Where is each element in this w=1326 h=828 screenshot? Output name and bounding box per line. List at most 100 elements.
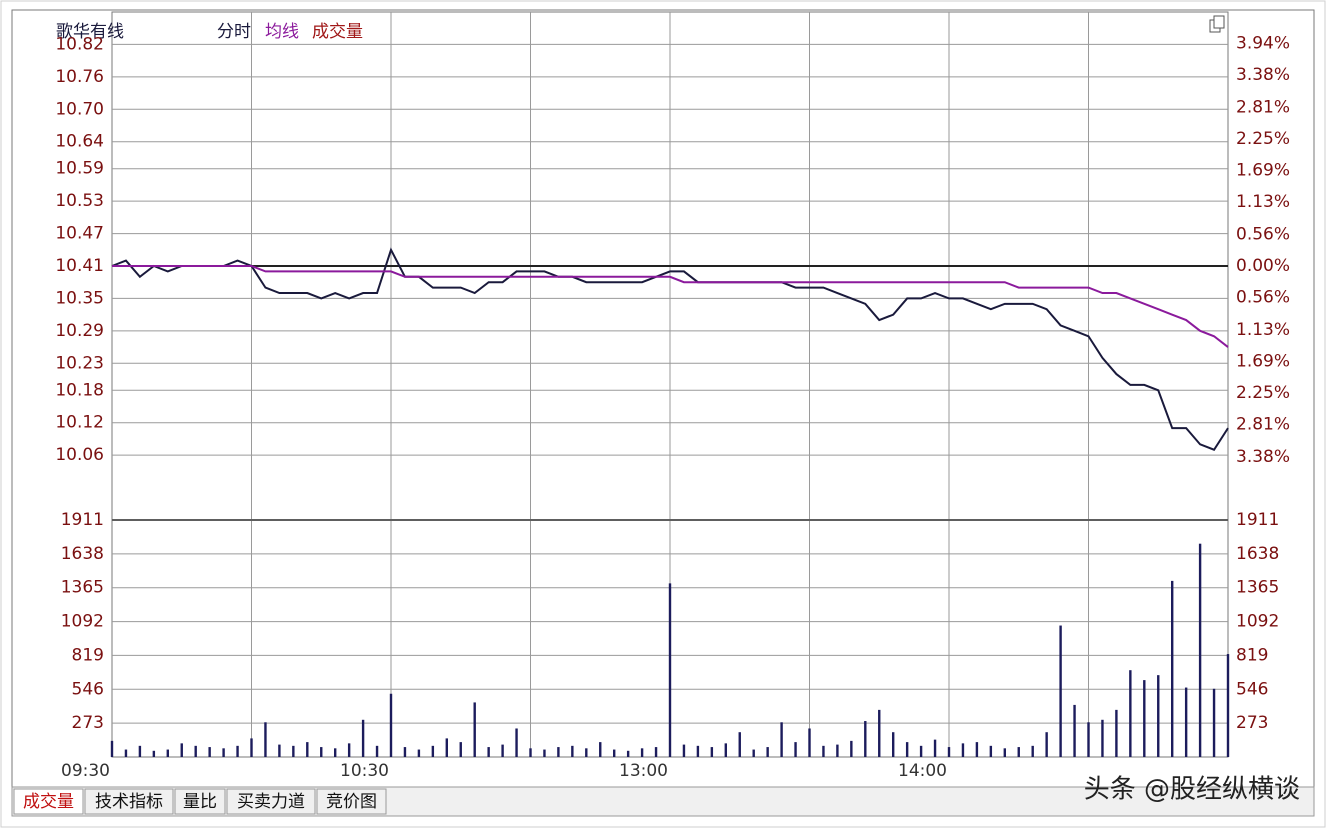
volume-bar [124,749,128,757]
volume-bar [1171,580,1174,757]
volume-bar [264,722,267,757]
volume-bar [278,744,281,757]
tab-label[interactable]: 成交量 [23,792,74,812]
volume-bar [166,749,169,757]
volume-bar [1059,625,1062,757]
volume-bar [292,745,295,757]
y-tick-label: 1365 [61,578,104,598]
volume-bar [808,728,811,757]
volume-bar [250,738,253,757]
tab[interactable] [13,788,84,815]
volume-bar [320,747,323,757]
y-tick-label: 10.41 [55,256,104,276]
volume-bar [1017,747,1020,757]
y2-tick-label: 546 [1236,679,1268,699]
stock-name: 歌华有线 [56,22,124,42]
volume-bar [152,750,156,757]
volume-bar [1143,680,1146,757]
tab-label[interactable]: 买卖力道 [237,792,305,812]
y2-tick-label: 3.38% [1236,65,1290,85]
volume-bar [892,732,895,757]
volume-bar [543,749,546,757]
y-tick-label: 10.47 [55,224,104,244]
volume-bar [138,745,142,757]
y-tick-label: 10.06 [55,445,104,465]
x-tick-label: 14:00 [898,761,947,781]
volume-bar [1184,687,1188,757]
y-tick-label: 10.53 [55,191,104,211]
y-tick-label: 10.23 [55,353,104,373]
volume-bar [975,742,979,757]
volume-bar [682,744,686,757]
volume-bar [445,738,448,757]
y2-tick-label: 1365 [1236,578,1279,598]
y-tick-label: 1638 [61,544,104,564]
volume-bar [473,702,476,757]
y-tick-label: 819 [72,645,104,665]
volume-bar [794,742,797,757]
y-tick-label: 10.35 [55,288,104,308]
y2-tick-label: 2.81% [1236,97,1290,117]
volume-bar [361,719,365,757]
y2-tick-label: 0.56% [1236,224,1290,244]
volume-bar [668,583,672,757]
volume-bar [766,747,769,757]
volume-bar [1115,709,1118,757]
volume-bar [487,747,490,757]
tab-label[interactable]: 量比 [183,792,217,812]
volume-bar [1157,675,1160,757]
volume-bar [905,742,909,757]
volume-bar [1101,719,1104,757]
tab[interactable] [84,788,174,815]
volume-bar [571,745,574,757]
y2-tick-label: 3.38% [1236,447,1290,467]
copy-icon[interactable] [1209,15,1225,33]
tab[interactable] [316,788,387,815]
y2-tick-label: 2.81% [1236,415,1290,435]
volume-bar [989,745,993,757]
volume-bar [459,742,462,757]
volume-bar [710,747,714,757]
volume-bar [738,732,741,757]
y2-tick-label: 819 [1236,645,1268,665]
y-tick-label: 1911 [61,510,104,530]
volume-bar [585,748,588,757]
legend-entry: 成交量 [312,22,363,42]
volume-bar [306,742,309,757]
volume-bar [1031,745,1034,757]
volume-bar [417,749,421,757]
volume-bar [180,743,183,757]
tab-label[interactable]: 竞价图 [326,792,377,812]
volume-bar [752,749,755,757]
volume-bar [1003,748,1006,757]
volume-bar [864,721,867,757]
y-tick-label: 273 [72,713,104,733]
y2-tick-label: 1092 [1236,612,1279,632]
y2-tick-label: 1.69% [1236,161,1290,181]
y-tick-label: 10.29 [55,321,104,341]
y2-tick-label: 2.25% [1236,129,1290,149]
volume-bar [222,748,225,757]
volume-bar [947,747,951,757]
y-tick-label: 10.18 [55,380,104,400]
volume-bar [724,743,727,757]
volume-bar [850,740,853,757]
y-tick-label: 10.70 [55,99,104,119]
volume-bar [961,743,965,757]
tab-label[interactable]: 技术指标 [95,792,163,812]
y2-tick-label: 1.13% [1236,192,1290,212]
volume-bar [501,744,504,757]
volume-bar [919,745,923,757]
tab[interactable] [174,788,226,815]
volume-bar [822,745,825,757]
volume-bar [1045,732,1048,757]
y-tick-label: 10.59 [55,159,104,179]
tab[interactable] [226,788,316,815]
volume-bar [1198,543,1202,757]
y2-tick-label: 3.94% [1236,34,1290,54]
volume-bar [557,747,560,757]
volume-bar [640,748,644,757]
y2-tick-label: 0.56% [1236,288,1290,308]
